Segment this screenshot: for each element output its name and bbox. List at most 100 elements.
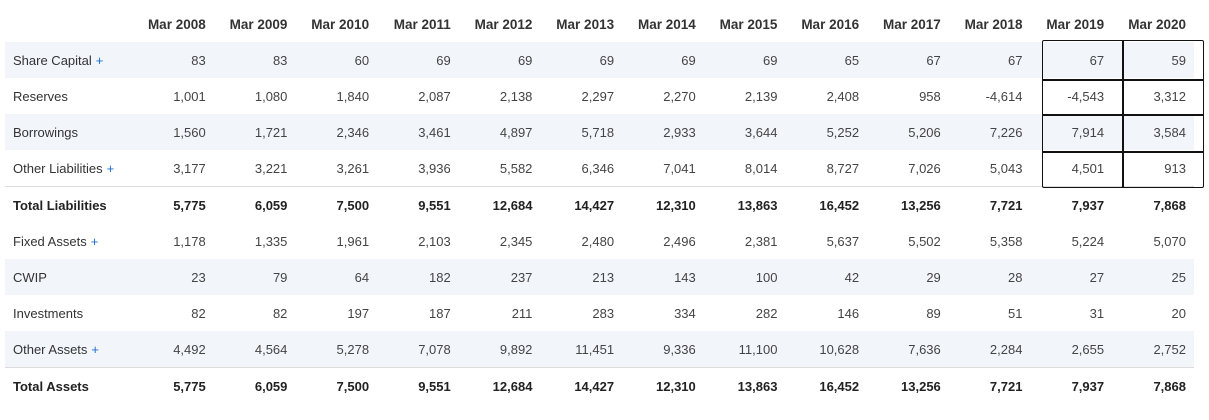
table-cell: 3,936 — [418, 160, 451, 176]
table-cell: 1,178 — [173, 233, 206, 249]
table-cell: 913 — [1164, 160, 1186, 176]
table-cell: -4,543 — [1067, 88, 1105, 104]
table-cell: 2,103 — [418, 233, 451, 249]
table-cell: 12,684 — [458, 367, 541, 404]
table-row[interactable]: Fixed Assets +1,178 1,335 1,961 2,103 2,345 2,… — [5, 223, 1194, 259]
row-label: Borrowings — [5, 114, 133, 150]
table-cell: 12,684 — [458, 186, 541, 223]
column-header: Mar 2008 — [147, 16, 206, 32]
table-cell: 16,452 — [785, 367, 868, 404]
table-cell: 16,452 — [785, 186, 868, 223]
row-label[interactable]: Other Assets + — [5, 331, 133, 368]
table-cell: 5,582 — [499, 160, 533, 176]
table-cell: 69 — [622, 42, 704, 78]
table-cell: 3,644 — [703, 114, 786, 150]
expand-plus-icon[interactable]: + — [106, 160, 115, 176]
table-cell: 7,868 — [1112, 186, 1194, 223]
row-label-text: CWIP — [13, 269, 47, 285]
row-label-text: Reserves — [13, 88, 68, 104]
row-label[interactable]: Fixed Assets + — [5, 223, 132, 259]
table-header-row: Mar 2008 Mar 2009 Mar 2010 Mar 2011 Mar 2012… — [5, 6, 1194, 42]
table-cell: 2,087 — [418, 88, 451, 104]
table-cell: 146 — [837, 305, 860, 321]
table-cell: 5,224 — [1071, 233, 1105, 249]
table-cell: 182 — [377, 259, 459, 295]
table-cell: 5,637 — [826, 233, 860, 249]
row-label: Investments — [5, 295, 132, 331]
row-label[interactable]: Other Liabilities + — [5, 150, 132, 187]
table-cell: 2,933 — [622, 114, 704, 150]
table-row: Borrowings 1,560 1,721 2,346 3,461 4,897 5,718… — [5, 114, 1194, 150]
table-cell: 12,310 — [622, 367, 704, 404]
table-cell: 9,551 — [377, 186, 459, 223]
table-cell: 42 — [785, 259, 868, 295]
table-cell: 79 — [213, 259, 296, 295]
table-cell: 13,256 — [867, 186, 949, 223]
table-cell: 2,346 — [295, 114, 378, 150]
row-label[interactable]: Share Capital + — [5, 42, 133, 78]
table-cell: 334 — [674, 305, 696, 321]
column-header: Mar 2010 — [311, 16, 370, 32]
table-cell: 2,270 — [663, 88, 696, 104]
table-cell: 13,256 — [867, 367, 949, 404]
table-cell: 65 — [785, 42, 868, 78]
table-cell: 60 — [295, 42, 378, 78]
table-cell: 9,336 — [622, 331, 704, 368]
table-cell: 3,312 — [1153, 88, 1186, 104]
table-row[interactable]: Other Liabilities +3,177 3,221 3,261 3,936 5,… — [5, 150, 1194, 187]
table-cell: 1,961 — [336, 233, 370, 249]
table-cell: 2,381 — [744, 233, 778, 249]
table-cell: 5,278 — [295, 331, 378, 368]
table-cell: 1,080 — [254, 88, 288, 104]
table-cell: 187 — [429, 305, 451, 321]
table-row[interactable]: Share Capital +83 83 60 69 69 69 69 69 65 67 67 67 59 — [5, 42, 1194, 78]
table-cell: 64 — [295, 259, 378, 295]
table-body: Share Capital +83 83 60 69 69 69 69 69 65 67 67 67 59… — [5, 42, 1194, 404]
table-cell: 2,284 — [948, 331, 1031, 368]
row-label-text: Fixed Assets — [13, 233, 87, 249]
table-cell: 1,721 — [213, 114, 296, 150]
table-cell: 7,937 — [1030, 186, 1113, 223]
table-cell: 4,897 — [458, 114, 541, 150]
row-label: Total Liabilities — [5, 186, 133, 223]
table-cell: 1,840 — [336, 88, 370, 104]
column-header: Mar 2020 — [1128, 16, 1186, 32]
table-cell: 23 — [132, 259, 214, 295]
column-header: Mar 2009 — [229, 16, 288, 32]
table-cell: 5,775 — [132, 186, 214, 223]
table-cell: 6,059 — [213, 367, 296, 404]
table-row: Total Liabilities 5,775 6,059 7,500 9,551 12,… — [5, 186, 1194, 223]
table-cell: 69 — [703, 42, 786, 78]
table-cell: 9,892 — [458, 331, 541, 368]
table-row[interactable]: Other Assets +4,492 4,564 5,278 7,078 9,892 11… — [5, 331, 1194, 368]
table-cell: 20 — [1171, 305, 1186, 321]
table-cell: 3,461 — [377, 114, 459, 150]
column-header: Mar 2018 — [964, 16, 1023, 32]
table-cell: 6,346 — [581, 160, 615, 176]
row-label: CWIP — [5, 259, 133, 295]
table-cell: 7,078 — [377, 331, 459, 368]
table-cell: 14,427 — [540, 186, 623, 223]
table-cell: 100 — [703, 259, 786, 295]
table-cell: 5,358 — [989, 233, 1023, 249]
table-cell: 237 — [458, 259, 541, 295]
table-cell: 69 — [458, 42, 541, 78]
expand-plus-icon[interactable]: + — [91, 341, 100, 357]
expand-plus-icon[interactable]: + — [90, 233, 99, 249]
table-cell: 7,226 — [948, 114, 1031, 150]
table-cell: 2,480 — [581, 233, 615, 249]
table-cell: 2,139 — [744, 88, 778, 104]
table-row: Total Assets 5,775 6,059 7,500 9,551 12,684 14… — [5, 367, 1194, 404]
table-cell: 8,727 — [826, 160, 860, 176]
row-label: Reserves — [5, 78, 132, 114]
table-cell: 14,427 — [540, 367, 623, 404]
table-cell: 69 — [540, 42, 623, 78]
table-cell: 51 — [1007, 305, 1023, 321]
table-cell: 11,100 — [703, 331, 786, 368]
table-cell: 69 — [377, 42, 459, 78]
table-cell: 7,914 — [1030, 114, 1113, 150]
expand-plus-icon[interactable]: + — [95, 52, 104, 68]
column-header: Mar 2011 — [393, 16, 451, 32]
table-cell: 27 — [1030, 259, 1113, 295]
table-cell: 7,868 — [1112, 367, 1194, 404]
